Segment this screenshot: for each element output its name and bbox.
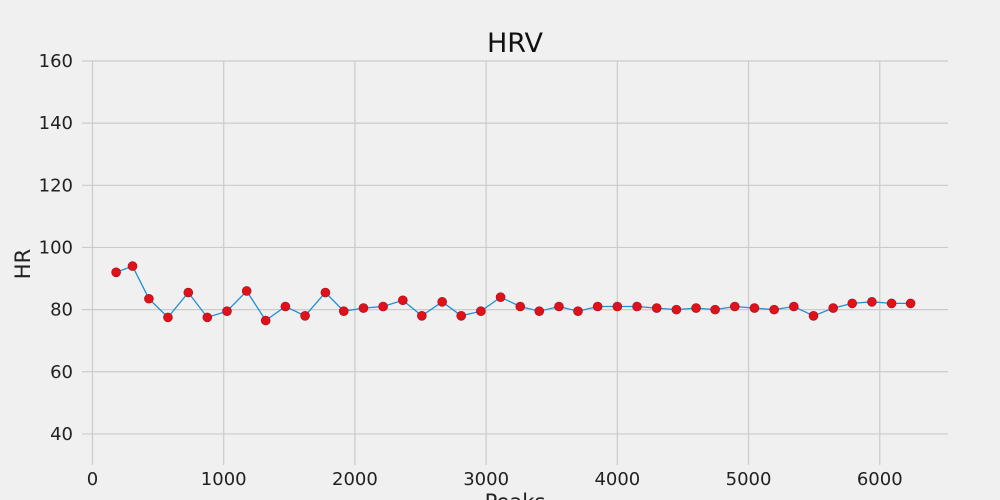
data-point [554,301,564,312]
series-group [111,261,916,326]
data-point [417,311,427,321]
data-point [789,301,799,312]
data-point [378,301,388,312]
x-tick-label: 3000 [463,469,509,490]
data-point [111,267,121,278]
data-point [847,298,858,309]
data-point [163,312,173,323]
data-point [691,303,701,313]
y-tick-label: 140 [39,113,73,134]
data-point [280,301,291,312]
data-point [456,311,467,321]
y-tick-label: 120 [39,175,73,196]
data-point [144,293,154,304]
data-point [749,303,760,313]
data-point [338,306,349,316]
data-point [671,304,682,315]
data-point [651,303,662,313]
y-tick-label: 160 [39,51,73,72]
data-point [515,301,526,312]
data-point [183,287,194,298]
y-tick-label: 40 [50,424,73,445]
x-tick-label: 2000 [332,469,378,490]
data-point [534,306,545,316]
x-tick-label: 4000 [594,469,640,490]
data-point [222,306,232,316]
data-point [710,304,720,315]
data-point [808,311,819,321]
data-point [769,304,779,315]
data-point [241,286,252,296]
data-point [886,298,897,309]
x-axis-title: Peaks [485,490,546,500]
y-tick-label: 100 [39,237,73,258]
y-axis-title: HR [11,249,35,279]
x-tick-labels: 0 1000 2000 3000 4000 5000 6000 [87,469,903,490]
y-tick-label: 80 [50,300,73,321]
data-point [573,306,583,316]
data-point [867,297,877,307]
data-point [260,315,271,326]
y-tick-label: 60 [50,362,73,383]
x-tick-label: 5000 [726,469,772,490]
data-point [632,301,642,312]
data-point [495,292,506,302]
data-point [476,306,486,316]
data-point [437,297,447,307]
x-tick-label: 6000 [857,469,903,490]
data-point [729,301,740,312]
x-tick-label: 1000 [201,469,247,490]
data-point [320,287,331,298]
data-point [828,303,838,313]
data-point [202,312,213,323]
y-tick-labels: 40 60 80 100 120 140 160 [39,51,73,445]
chart-title: HRV [487,28,544,59]
data-point [905,298,916,309]
x-tick-label: 0 [87,469,98,490]
data-point [127,261,138,271]
data-point [398,295,408,306]
data-point [300,311,310,321]
data-point [592,301,603,312]
data-point [612,301,623,312]
data-point [358,303,369,313]
